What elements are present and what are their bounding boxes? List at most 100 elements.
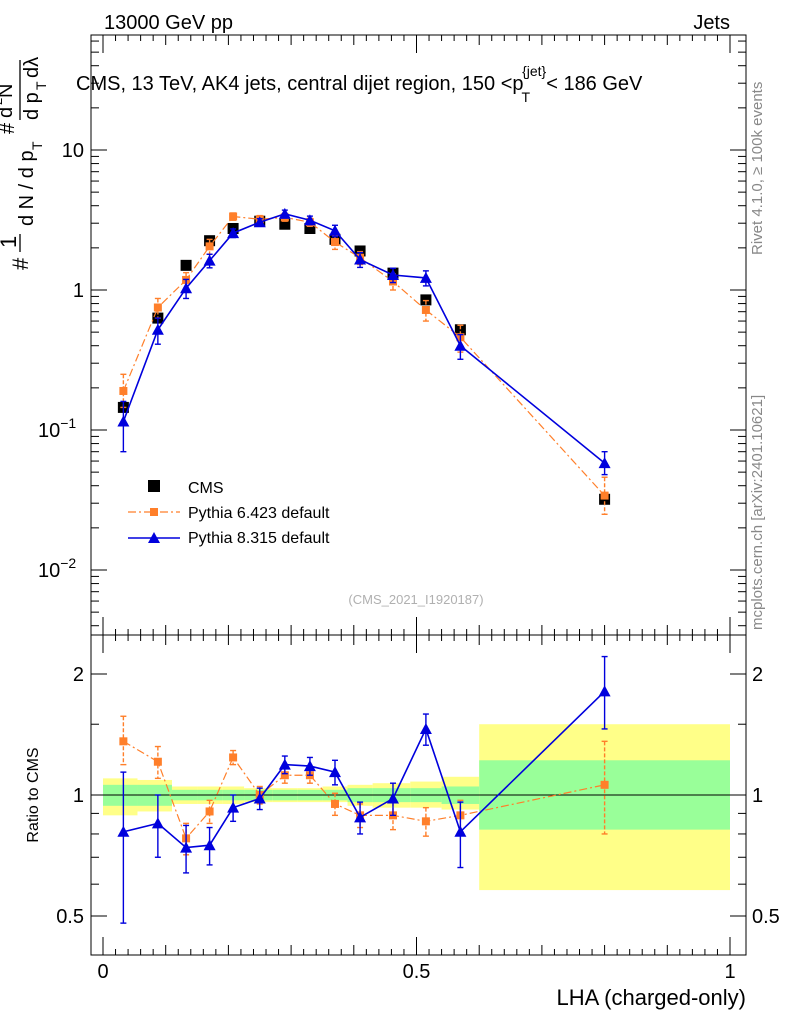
pythia8-point <box>151 323 164 335</box>
ratio-pythia6-line <box>123 740 605 840</box>
ratio-pythia8-point <box>354 811 367 823</box>
cms-data-point <box>304 222 316 234</box>
pythia8-point <box>598 457 611 469</box>
pythia8-point <box>303 214 316 226</box>
ratio-pythia8-point <box>203 839 216 851</box>
ratio-ylabel: Ratio to CMS <box>25 747 42 842</box>
legend: CMS Pythia 6.423 default Pythia 8.315 de… <box>128 480 330 547</box>
pythia8-point <box>227 227 240 239</box>
ratio-ytick-label-right: 2 <box>752 664 763 686</box>
ratio-ytick-label-right: 1 <box>752 785 763 807</box>
ratio-uncertainty-bands <box>103 724 730 891</box>
cms-data-point <box>180 259 192 271</box>
ratio-xtick-label: 0.5 <box>403 961 431 983</box>
category-label: Jets <box>693 12 730 34</box>
ratio-pythia8-point <box>151 817 164 829</box>
legend-label-cms: CMS <box>188 480 224 497</box>
chart-title-main: CMS, 13 TeV, AK4 jets, central dijet reg… <box>76 73 524 95</box>
pythia6-point <box>600 491 609 500</box>
main-ytick-label: 10−2 <box>38 555 76 582</box>
pythia8-point <box>419 271 432 283</box>
analysis-id: (CMS_2021_I1920187) <box>348 592 483 607</box>
ratio-pythia6-point <box>280 771 289 780</box>
svg-text:d: d <box>0 107 17 118</box>
svg-text:T: T <box>29 141 45 150</box>
legend-marker-pythia8 <box>148 532 160 543</box>
svg-text:T: T <box>33 81 49 90</box>
svg-text:N: N <box>0 84 17 98</box>
ratio-pythia6-point <box>205 807 214 816</box>
ratio-pythia8-point <box>117 825 130 837</box>
pythia6-point <box>119 386 128 395</box>
cms-data-point <box>279 218 291 230</box>
energy-label: 13000 GeV pp <box>104 12 233 34</box>
pythia8-point <box>386 268 399 280</box>
legend-label-pythia8: Pythia 8.315 default <box>188 530 330 547</box>
pythia6-point <box>205 242 214 251</box>
ratio-pythia8-point <box>328 766 341 778</box>
ratio-pythia8-point <box>303 760 316 772</box>
pythia8-point <box>203 254 216 266</box>
ratio-pythia6-point <box>421 817 430 826</box>
ratio-pythia8-point <box>180 841 193 853</box>
ratio-pythia8-point <box>419 722 432 734</box>
pythia8-line <box>122 212 606 464</box>
chart-title-sub-t: T <box>522 89 531 105</box>
svg-text:d N / d p: d N / d p <box>16 150 38 226</box>
legend-label-pythia6: Pythia 6.423 default <box>188 505 330 522</box>
ratio-ytick-label: 1 <box>73 785 84 807</box>
pythia8-point <box>328 224 341 236</box>
ratio-xtick-label: 1 <box>724 961 735 983</box>
pythia8-point <box>454 339 467 351</box>
cms-data-point <box>420 294 432 306</box>
pythia6-point <box>153 303 162 312</box>
pythia8-point <box>117 415 130 427</box>
main-ytick-label: 10−1 <box>38 415 76 442</box>
ratio-pythia6-point <box>330 799 339 808</box>
svg-text:dλ: dλ <box>21 57 43 78</box>
chart-title-sup-jet: {jet} <box>522 63 546 79</box>
pythia8-point <box>278 207 291 219</box>
ratio-panel-marks <box>117 655 611 924</box>
svg-text:2: 2 <box>0 98 5 105</box>
svg-text:1: 1 <box>0 236 21 248</box>
pythia6-line <box>122 215 606 496</box>
ratio-pythia8-point <box>386 792 399 804</box>
ratio-pythia8-point <box>253 792 266 804</box>
ratio-ytick-label: 2 <box>73 664 84 686</box>
ratio-pythia8-point <box>227 801 240 813</box>
pythia6-point <box>330 238 339 247</box>
rivet-label: Rivet 4.1.0, ≥ 100k events <box>749 82 766 255</box>
pythia8-point <box>354 253 367 265</box>
chart-title-tail: < 186 GeV <box>546 73 643 95</box>
svg-text:#: # <box>8 257 33 270</box>
legend-marker-pythia6 <box>150 508 158 516</box>
ratio-pythia6-point <box>153 757 162 766</box>
pythia6-point <box>421 305 430 314</box>
main-ytick-label: 1 <box>73 280 84 302</box>
axes-ticks: 10−2 10−1 1 10 0 0.5 1 0.5 0.5 1 1 2 2 <box>38 35 780 983</box>
pythia8-point <box>253 216 266 228</box>
ratio-pythia6-point <box>600 780 609 789</box>
main-panel-marks <box>117 207 611 515</box>
svg-text:#: # <box>0 122 19 134</box>
ratio-ytick-label-right: 0.5 <box>752 906 780 928</box>
chart-title: CMS, 13 TeV, AK4 jets, central dijet reg… <box>76 63 643 105</box>
ratio-pythia6-point <box>119 737 128 746</box>
ratio-pythia8-point <box>598 685 611 697</box>
ratio-xtick-label: 0 <box>97 961 108 983</box>
mcplots-label: mcplots.cern.ch [arXiv:2401.10621] <box>749 395 766 630</box>
legend-marker-cms <box>148 480 160 492</box>
ratio-ytick-label: 0.5 <box>56 906 84 928</box>
ratio-pythia6-point <box>229 753 238 762</box>
main-ytick-label: 10 <box>62 140 84 162</box>
pythia8-point <box>180 282 193 294</box>
main-ylabel: # 1 d N / d p T # d 2 N d p T dλ <box>0 57 49 270</box>
ratio-pythia8-point <box>454 825 467 837</box>
ratio-pythia8-point <box>278 758 291 770</box>
x-axis-label: LHA (charged-only) <box>556 985 746 1010</box>
cms-data-point <box>454 324 466 336</box>
pythia6-point <box>229 212 238 221</box>
svg-text:d p: d p <box>21 92 43 120</box>
